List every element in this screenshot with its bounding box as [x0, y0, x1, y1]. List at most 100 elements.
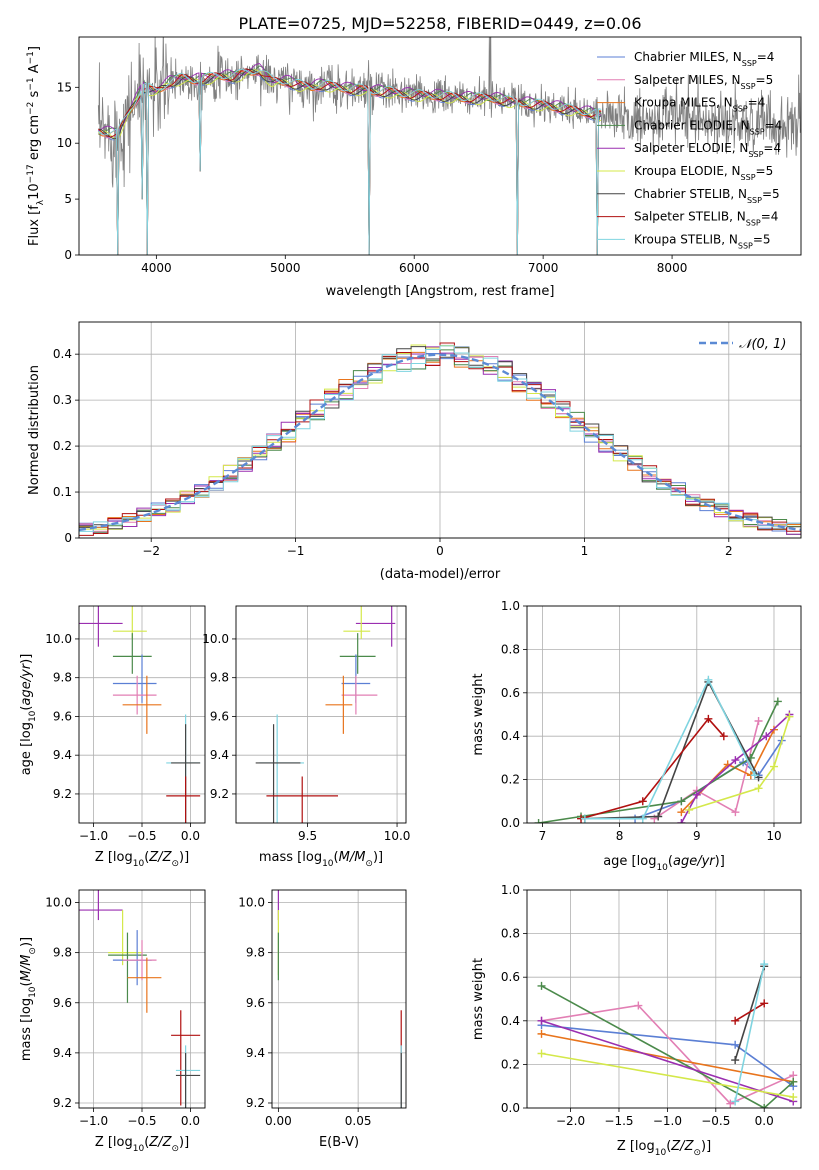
errorbar-point	[166, 776, 201, 823]
errorbar-point	[127, 957, 162, 1013]
model-spectrum-line	[97, 70, 602, 255]
mass-vs-ebv-panel: 0.00 0.05 9.2 9.4 9.6 9.8 10.0 E(B-V)	[238, 889, 407, 1150]
series-line	[734, 1002, 765, 1022]
series-line	[541, 985, 794, 1108]
y-tick-label: 0.2	[53, 439, 72, 453]
y-tick-label: 0.4	[501, 1014, 520, 1028]
x-tick-label: 0.00	[265, 1114, 292, 1128]
y-tick-label: 0.0	[501, 1101, 520, 1115]
x-tick-label: 1	[581, 544, 589, 558]
errorbar-point	[108, 932, 147, 1003]
axes-frame	[526, 605, 802, 824]
plot-area	[537, 960, 798, 1108]
legend-entry: Salpeter STELIB, NSSP=4	[634, 210, 778, 228]
x-tick-label: 0.0	[181, 1114, 200, 1128]
plot-area	[277, 890, 402, 1108]
series-point-marker	[789, 1093, 798, 1102]
series-point-marker	[704, 714, 713, 723]
x-tick-label: −0.5	[127, 1114, 156, 1128]
y-tick-label: 9.6	[210, 709, 229, 723]
series-point-marker	[750, 771, 759, 780]
axes-frame	[235, 605, 407, 824]
series-point-marker	[731, 1056, 740, 1065]
y-tick-label: 9.4	[53, 1046, 72, 1060]
y-tick-label: 0.6	[501, 686, 520, 700]
spectrum-panel: 4000 5000 6000 7000 8000 0 5 10 15 wavelength [An…	[26, 36, 802, 299]
y-tick-label: 1.0	[501, 599, 520, 613]
normal-reference-curve	[79, 353, 801, 532]
plot-area	[97, 37, 801, 255]
mass-vs-metallicity-panel: −1.0 −0.5 0.0 9.2 9.4 9.6 9.8 10.0 Z [log10(Z/Z⊙…	[19, 889, 206, 1154]
x-tick-label: −0.5	[701, 1114, 730, 1128]
series-line	[541, 1052, 794, 1098]
x-tick-label: 9	[693, 829, 701, 843]
series-point-marker	[677, 819, 686, 823]
legend-entry: Chabrier ELODIE, NSSP=4	[634, 118, 782, 136]
series-point-marker	[731, 808, 740, 817]
model-spectrum-line	[98, 68, 602, 255]
residual-histogram-panel: −2 −1 0 1 2 0 0.1 0.2 0.3 0.4 (data-model)/error No…	[27, 321, 802, 582]
axes-frame	[271, 889, 407, 1109]
legend-entry: Chabrier MILES, NSSP=4	[634, 50, 774, 68]
y-tick-label: 1.0	[501, 883, 520, 897]
series-point-marker	[762, 732, 771, 741]
x-axis-label: mass [log10(M/M⊙)]	[259, 850, 383, 869]
model-spectrum-line	[98, 68, 602, 255]
y-tick-label: 9.6	[53, 709, 72, 723]
errorbar-point	[339, 633, 376, 674]
y-tick-label: 0.4	[53, 347, 72, 361]
series-point-marker	[580, 814, 589, 823]
x-tick-label: 7	[539, 829, 547, 843]
y-tick-label: 9.4	[210, 748, 229, 762]
errorbar-point	[122, 940, 157, 981]
x-axis-label: Z [log10(Z/Z⊙)]	[95, 850, 189, 869]
histogram-step	[79, 345, 801, 537]
y-tick-label: 9.4	[246, 1046, 265, 1060]
y-axis-label: Normed distribution	[27, 365, 42, 495]
series-point-marker	[760, 960, 769, 969]
x-tick-label: 0.0	[181, 829, 200, 843]
y-tick-label: 9.6	[246, 996, 265, 1010]
series-line	[541, 1020, 794, 1103]
y-tick-label: 0.0	[501, 816, 520, 830]
y-tick-label: 15	[57, 80, 72, 94]
series-point-marker	[537, 1049, 546, 1058]
errorbar-point	[266, 776, 338, 823]
plot-area	[255, 606, 396, 823]
x-tick-label: 6000	[399, 261, 430, 275]
series-point-marker	[731, 1016, 740, 1025]
plot-area	[79, 342, 801, 538]
series-point-marker	[731, 1097, 740, 1106]
y-tick-label: 9.2	[53, 1096, 72, 1110]
x-axis-label: wavelength [Angstrom, rest frame]	[326, 284, 555, 299]
x-tick-label: 10	[766, 829, 781, 843]
series-point-marker	[638, 814, 647, 823]
series-point-marker	[726, 1099, 735, 1108]
legend-entry: Kroupa STELIB, NSSP=5	[634, 232, 771, 250]
x-tick-label: 7000	[528, 261, 559, 275]
y-tick-label: 9.2	[210, 787, 229, 801]
y-tick-label: 0.2	[501, 773, 520, 787]
errorbar-point	[355, 606, 396, 647]
y-tick-label: 9.8	[210, 671, 229, 685]
y-tick-label: 10.0	[45, 632, 72, 646]
y-tick-label: 9.8	[53, 946, 72, 960]
errorbar-point	[175, 1052, 201, 1108]
x-tick-label: 2	[725, 544, 733, 558]
x-tick-label: 4000	[141, 261, 172, 275]
series-line	[680, 729, 775, 813]
errorbar-point	[79, 890, 123, 921]
series-point-marker	[754, 784, 763, 793]
series-point-marker	[731, 1040, 740, 1049]
errorbar-point	[79, 606, 123, 647]
y-tick-label: 9.4	[53, 748, 72, 762]
y-axis-label: age [log10(age/yr)]	[19, 654, 38, 776]
y-tick-label: 10.0	[202, 632, 229, 646]
y-tick-label: 10.0	[238, 896, 265, 910]
x-tick-label: −1	[287, 544, 305, 558]
series-point-marker	[654, 812, 663, 821]
age-vs-metallicity-panel: −1.0 −0.5 0.0 9.2 9.4 9.6 9.8 10.0 Z [log10(Z/Z⊙…	[19, 605, 206, 869]
errorbar-point	[255, 724, 301, 823]
x-axis-label: E(B-V)	[319, 1135, 359, 1150]
